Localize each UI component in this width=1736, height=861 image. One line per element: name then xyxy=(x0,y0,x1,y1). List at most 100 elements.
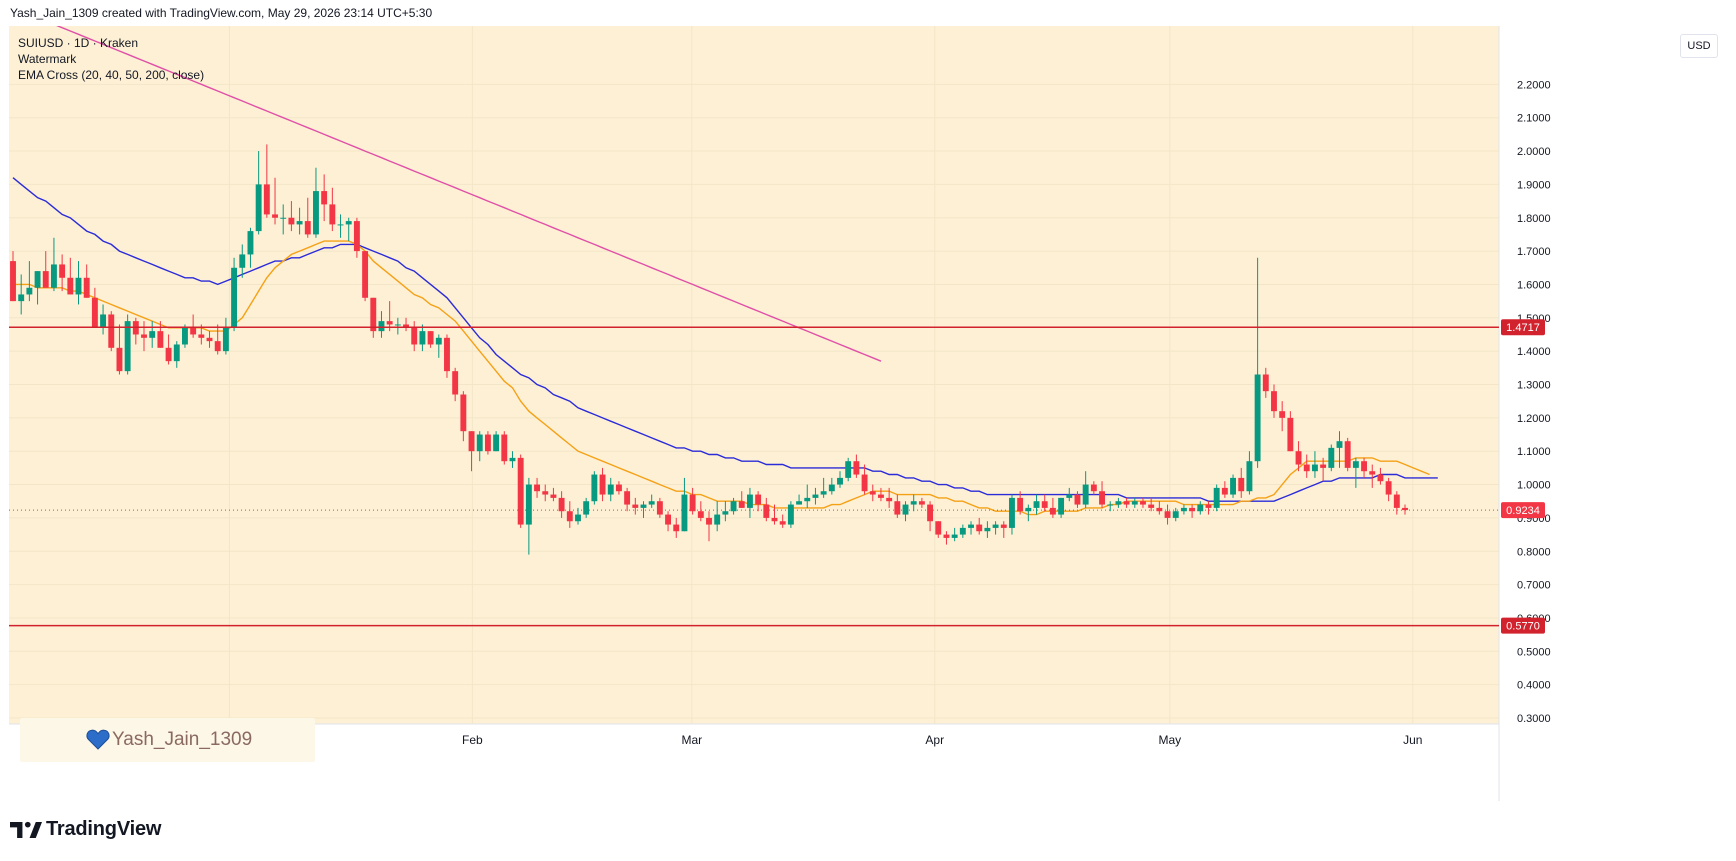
candle xyxy=(18,274,25,315)
candle xyxy=(370,297,377,338)
candle xyxy=(845,457,852,482)
candle xyxy=(1090,481,1097,495)
candle xyxy=(468,431,475,472)
candle xyxy=(1025,504,1032,522)
candle xyxy=(943,531,950,545)
candle-body xyxy=(763,504,770,518)
candle xyxy=(1279,401,1286,432)
candle xyxy=(157,321,164,348)
candle xyxy=(1189,504,1196,518)
legend-symbol[interactable]: SUIUSD · 1D · Kraken xyxy=(18,36,139,50)
candle xyxy=(403,317,409,332)
candle-body xyxy=(1303,464,1310,472)
candle xyxy=(1033,494,1040,515)
legend-indicator[interactable]: EMA Cross (20, 40, 50, 200, close) xyxy=(18,68,205,82)
candle-body xyxy=(910,501,917,505)
candle xyxy=(1180,504,1187,515)
candle xyxy=(1352,457,1359,488)
candle-body xyxy=(1205,504,1212,508)
candle xyxy=(624,487,631,512)
candle-body xyxy=(1311,464,1318,472)
candle-body xyxy=(615,484,622,492)
candle-body xyxy=(1393,494,1400,508)
candle-body xyxy=(1238,477,1245,492)
candle xyxy=(632,497,639,515)
candle xyxy=(517,454,524,528)
candle-body xyxy=(91,297,98,328)
candle-body xyxy=(1049,507,1056,515)
candle-body xyxy=(886,497,893,502)
candle-body xyxy=(918,501,925,505)
candle-body xyxy=(632,504,639,508)
candle xyxy=(763,497,770,522)
candle xyxy=(1074,491,1081,508)
candle-body xyxy=(943,534,950,538)
price-chart[interactable]: 2.2000 2.1000 2.0000 1.9000 1.8000 1.7000 1.60… xyxy=(9,26,1736,801)
candle xyxy=(108,311,115,352)
chart-area[interactable]: 2.2000 2.1000 2.0000 1.9000 1.8000 1.7000 1.60… xyxy=(9,26,1736,801)
candle-body xyxy=(1279,411,1286,418)
candle-body xyxy=(1213,487,1220,508)
candle xyxy=(902,501,909,522)
candle xyxy=(796,494,803,505)
candle-body xyxy=(198,334,205,338)
candle xyxy=(935,521,942,538)
candle xyxy=(304,197,311,238)
candle xyxy=(272,177,278,225)
candle-body xyxy=(1164,511,1171,518)
candle-body xyxy=(525,484,532,525)
candle-body xyxy=(575,514,581,522)
price-tick-label: 0.7000 xyxy=(1517,580,1551,592)
candle-body xyxy=(1115,501,1122,505)
candle xyxy=(1246,451,1253,495)
candle xyxy=(828,477,835,495)
candle-body xyxy=(951,534,958,538)
candle-body xyxy=(550,494,557,498)
candle xyxy=(394,317,401,335)
candle-body xyxy=(1246,461,1253,492)
ema20-line xyxy=(13,240,1430,516)
price-tick-label: 1.8000 xyxy=(1517,213,1551,225)
level-label-bg xyxy=(1501,319,1545,336)
candle xyxy=(1017,491,1024,515)
candle xyxy=(1107,501,1114,512)
candle-body xyxy=(959,527,966,535)
candle-body xyxy=(329,204,336,225)
candle-body xyxy=(304,221,311,235)
candle xyxy=(59,254,66,292)
candle xyxy=(722,501,729,522)
candle xyxy=(673,517,680,538)
currency-button[interactable]: USD xyxy=(1680,34,1718,58)
candle xyxy=(812,487,819,505)
legend-watermark[interactable]: Watermark xyxy=(18,52,77,66)
candle xyxy=(755,491,762,512)
candle xyxy=(1123,497,1130,508)
candle-body xyxy=(59,264,66,278)
heart-icon xyxy=(86,729,110,750)
candle-body xyxy=(804,497,811,502)
price-tick-label: 1.0000 xyxy=(1517,480,1551,492)
candle-body xyxy=(18,294,25,302)
candle-body xyxy=(607,484,614,495)
watermark-text: Yash_Jain_1309 xyxy=(112,729,253,750)
candle xyxy=(1099,481,1105,508)
candle xyxy=(255,151,262,235)
price-tick-label: 1.9000 xyxy=(1517,179,1551,191)
candle-body xyxy=(1336,441,1343,448)
tradingview-logo[interactable]: TradingView xyxy=(10,818,161,841)
candle-body xyxy=(1074,494,1081,505)
attribution-text: Yash_Jain_1309 created with TradingView.… xyxy=(10,6,433,20)
candle-body xyxy=(1131,501,1138,505)
price-tick-label: 1.4000 xyxy=(1517,346,1551,358)
price-tick-label: 0.4000 xyxy=(1517,680,1551,692)
level-label: 1.4717 xyxy=(1506,322,1540,334)
candle xyxy=(607,477,614,502)
candle xyxy=(779,514,786,528)
candle-body xyxy=(853,461,860,475)
candle xyxy=(714,501,721,532)
candle-body xyxy=(697,511,704,518)
candle xyxy=(1205,501,1212,515)
candle-body xyxy=(239,254,246,268)
candle-body xyxy=(730,501,737,512)
candle-body xyxy=(288,217,295,225)
